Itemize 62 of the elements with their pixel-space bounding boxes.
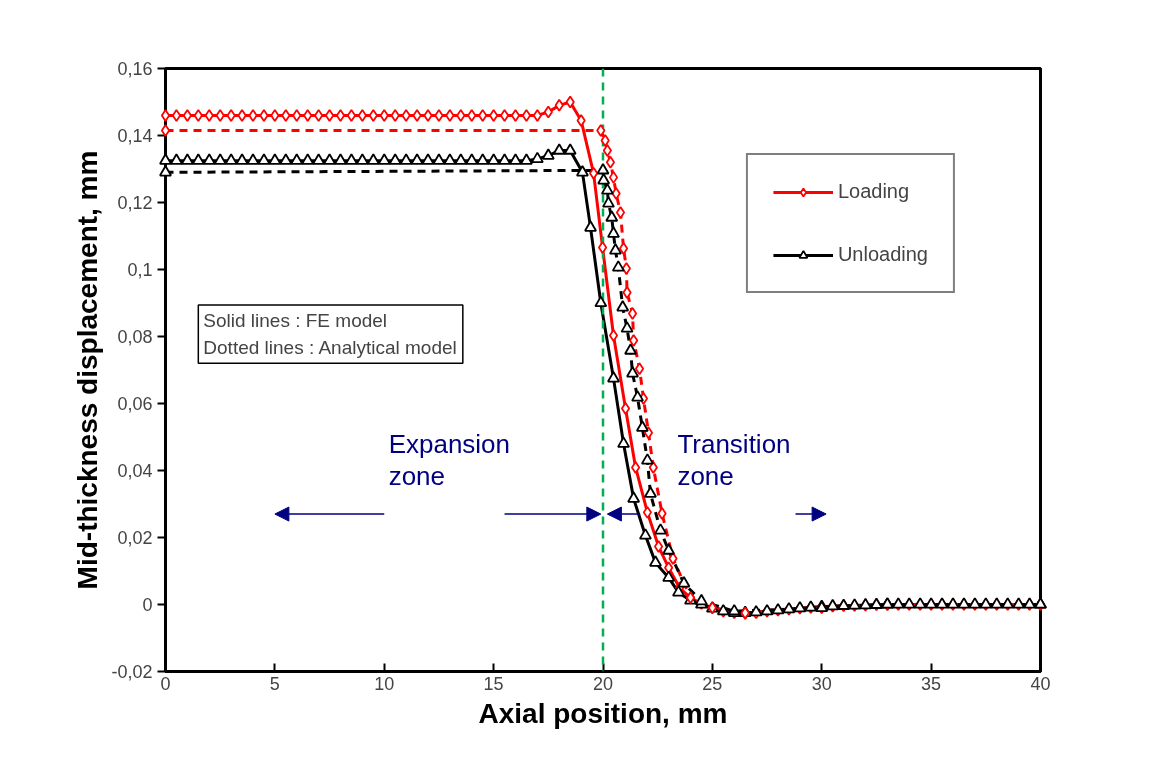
point [657,506,667,520]
point [624,343,637,355]
annotation: Solid lines : FE model Dotted lines : Analytical model [203,310,457,359]
annotation: Expansion zone [388,429,511,491]
x-tick-label: 25 [702,673,723,694]
point [596,124,606,137]
point [611,260,625,272]
point [648,461,658,474]
y-tick-label: 0,16 [117,59,153,79]
y-tick-label: -0,02 [111,662,153,682]
y-tick-label: 0,04 [117,461,153,481]
x-tick-label: 5 [269,673,280,694]
y-tick-label: 0,14 [117,126,153,146]
point [600,134,610,147]
y-tick-label: 0,06 [117,394,153,414]
point [616,300,630,312]
y-axis-title: Mid-thickness displacement, mm [72,150,104,590]
legend-label: Unloading [837,243,928,266]
x-axis-title: Axial position, mm [478,697,728,729]
point [605,155,615,169]
x-tick-label: 40 [1030,673,1051,694]
point [620,321,634,333]
point [615,206,626,219]
point [596,163,610,175]
point [607,226,620,238]
point [641,453,654,465]
x-tick-label: 0 [160,673,171,694]
point [695,593,708,606]
x-tick-label: 15 [483,673,504,694]
point [619,242,629,255]
point [629,334,639,347]
point [605,210,619,222]
point [609,243,622,255]
point [627,306,638,320]
point [611,187,621,200]
point [602,144,612,157]
point [626,366,639,378]
y-tick-label: 0 [142,595,153,615]
point [622,286,632,300]
point [644,486,657,498]
point [621,262,631,275]
point [608,170,619,184]
y-tick-label: 0,12 [117,193,153,213]
point [597,173,611,185]
point [160,124,171,137]
point [634,362,645,376]
annotation: Transition zone [677,429,791,491]
x-tick-label: 35 [921,673,942,694]
y-tick-label: 0,02 [117,528,153,548]
point [600,183,614,195]
point [631,390,644,402]
point [635,420,649,432]
point [677,576,691,588]
point [662,543,676,555]
legend-label: Loading [837,180,910,203]
x-tick-label: 30 [811,673,832,694]
point [654,523,667,535]
y-tick-label: 0,1 [127,260,153,280]
x-tick-label: 10 [374,673,395,694]
y-tick-label: 0,08 [117,327,153,347]
x-tick-label: 20 [592,673,614,694]
point [602,196,615,208]
